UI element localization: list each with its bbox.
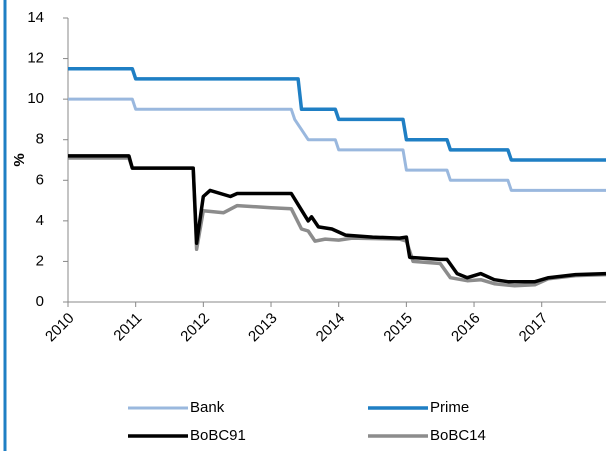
y-tick-label: 4 — [36, 212, 44, 229]
legend-label: BoBC14 — [430, 427, 486, 444]
x-tick-label: 2014 — [313, 310, 349, 346]
x-tick-label: 2016 — [448, 310, 484, 346]
x-tick-label: 2015 — [380, 310, 416, 346]
x-tick-label: 2017 — [516, 310, 552, 346]
y-axis-label: % — [11, 153, 28, 166]
series-line — [68, 156, 607, 288]
x-tick-label: 2013 — [245, 310, 281, 346]
y-tick-label: 8 — [36, 131, 44, 148]
legend-label: BoBC91 — [190, 427, 246, 444]
y-tick-label: 0 — [36, 293, 44, 310]
y-tick-label: 12 — [27, 50, 44, 67]
legend-label: Bank — [190, 399, 225, 416]
series-line — [68, 154, 607, 284]
x-tick-label: 2012 — [177, 310, 213, 346]
x-tick-label: 2011 — [110, 310, 145, 345]
y-tick-label: 2 — [36, 252, 44, 269]
series-line — [68, 66, 606, 162]
series-line — [68, 97, 606, 192]
legend-label: Prime — [430, 399, 469, 416]
y-tick-label: 10 — [27, 90, 44, 107]
x-tick-label: 2010 — [42, 310, 78, 346]
y-tick-label: 14 — [27, 9, 44, 26]
y-tick-label: 6 — [36, 171, 44, 188]
